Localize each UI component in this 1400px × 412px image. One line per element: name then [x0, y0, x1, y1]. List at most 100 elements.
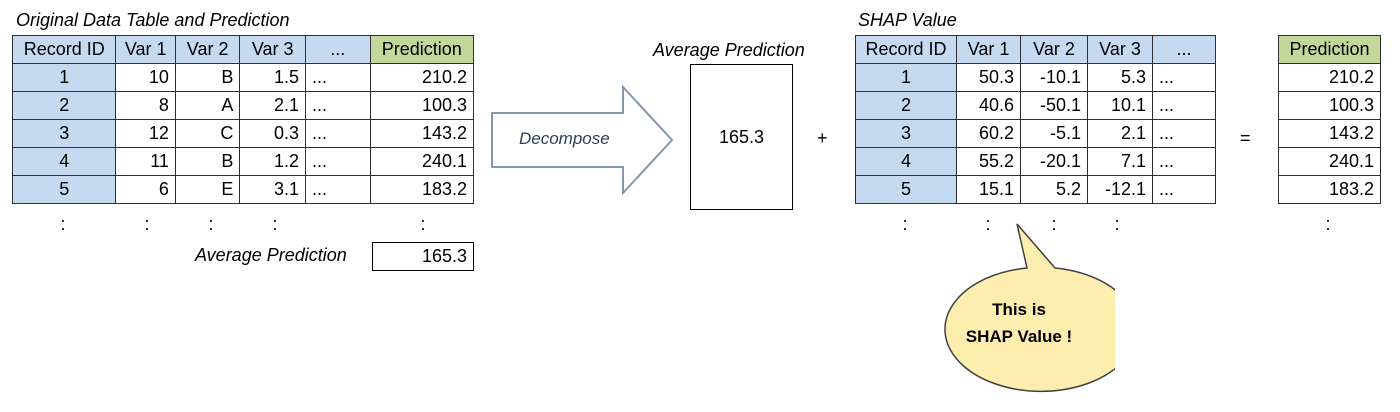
table-cell: 1.2 [239, 147, 306, 176]
table-cell: ... [304, 147, 371, 176]
column-header: Prediction [369, 35, 474, 64]
table-row: 3 60.2 -5.1 2.1... [855, 119, 1216, 148]
table-row: 2 8 A 2.1... 100.3 [11, 91, 474, 120]
table-header-row: Record ID Var 1 Var 2 Var 3... Prediction [11, 35, 474, 64]
final-prediction-table: Prediction 210.2 100.3 143.2 240.1 183.2 [1278, 35, 1381, 204]
shap-value-cell: 40.6 [956, 91, 1021, 120]
bubble-shape [944, 223, 1115, 393]
prediction-cell: 100.3 [1278, 91, 1381, 120]
continuation-dots: : [1325, 214, 1331, 234]
table-cell: C [174, 119, 241, 148]
arrow-shape [491, 85, 674, 195]
table-row: 5 15.1 5.2 -12.1... [855, 175, 1216, 204]
shap-value-table: Record ID Var 1 Var 2 Var 3... 1 50.3 -10.1 5.3… [855, 35, 1216, 204]
shap-value-cell: -50.1 [1020, 91, 1088, 120]
table-cell: ... [304, 63, 371, 92]
record-id-cell: 1 [855, 63, 957, 92]
table-cell: A [174, 91, 241, 120]
continuation-dots: : [1051, 214, 1057, 234]
table-cell: 143.2 [369, 119, 474, 148]
bubble-text: This is SHAP Value ! [940, 296, 1098, 350]
average-prediction-box-value: 165.3 [718, 127, 765, 147]
prediction-cell: 240.1 [1278, 147, 1381, 176]
table-row: 240.1 [1278, 147, 1381, 176]
average-prediction-box [690, 64, 793, 210]
shap-value-cell: 55.2 [956, 147, 1021, 176]
left-table-title: Original Data Table and Prediction [16, 10, 290, 30]
table-cell: ... [304, 91, 371, 120]
prediction-cell: 183.2 [1278, 175, 1381, 204]
table-row: 2 40.6 -50.1 10.1... [855, 91, 1216, 120]
table-row: 1 10 B 1.5... 210.2 [11, 63, 474, 92]
table-row: 3 12 C 0.3... 143.2 [11, 119, 474, 148]
record-id-cell: 4 [11, 147, 117, 176]
table-cell: 1.5 [239, 63, 306, 92]
shap-table-title: SHAP Value [858, 10, 957, 30]
shap-value-cell: ... [1152, 147, 1216, 176]
shap-value-cell: 60.2 [956, 119, 1021, 148]
table-cell: 240.1 [369, 147, 474, 176]
column-header: ... [304, 35, 371, 64]
table-cell: ... [304, 119, 371, 148]
record-id-cell: 1 [11, 63, 117, 92]
shap-value-cell: -5.1 [1020, 119, 1088, 148]
table-cell: 12 [115, 119, 176, 148]
equals-sign: = [1240, 128, 1251, 148]
average-prediction-title: Average Prediction [653, 40, 805, 60]
shap-value-cell: ... [1152, 91, 1216, 120]
table-cell: E [174, 175, 241, 204]
prediction-cell: 143.2 [1278, 119, 1381, 148]
table-cell: 183.2 [369, 175, 474, 204]
table-row: 143.2 [1278, 119, 1381, 148]
shap-value-cell: 10.1 [1087, 91, 1153, 120]
table-cell: B [174, 147, 241, 176]
column-header: Var 3 [239, 35, 306, 64]
shap-value-cell: ... [1152, 63, 1216, 92]
bubble-line-2: SHAP Value ! [965, 327, 1073, 346]
shap-value-cell: 2.1 [1087, 119, 1153, 148]
table-cell: ... [304, 175, 371, 204]
shap-value-cell: ... [1152, 119, 1216, 148]
column-header: ... [1152, 35, 1216, 64]
shap-value-cell: 5.2 [1020, 175, 1088, 204]
continuation-dots: : [420, 214, 426, 234]
table-cell: 0.3 [239, 119, 306, 148]
record-id-cell: 3 [11, 119, 117, 148]
table-cell: 6 [115, 175, 176, 204]
continuation-dots: : [208, 214, 214, 234]
record-id-cell: 3 [855, 119, 957, 148]
table-row: 100.3 [1278, 91, 1381, 120]
shap-value-cell: ... [1152, 175, 1216, 204]
column-header: Record ID [11, 35, 117, 64]
record-id-cell: 2 [855, 91, 957, 120]
column-header: Var 2 [174, 35, 241, 64]
continuation-dots: : [272, 214, 278, 234]
average-prediction-label: Average Prediction [195, 245, 347, 265]
record-id-cell: 5 [855, 175, 957, 204]
column-header: Record ID [855, 35, 957, 64]
record-id-cell: 4 [855, 147, 957, 176]
record-id-cell: 2 [11, 91, 117, 120]
table-row: 210.2 [1278, 63, 1381, 92]
table-cell: 8 [115, 91, 176, 120]
continuation-dots: : [144, 214, 150, 234]
table-cell: 3.1 [239, 175, 306, 204]
record-id-cell: 5 [11, 175, 117, 204]
continuation-dots: : [902, 214, 908, 234]
table-cell: 10 [115, 63, 176, 92]
plus-sign: + [817, 128, 828, 148]
table-cell: 100.3 [369, 91, 474, 120]
shap-value-cell: -12.1 [1087, 175, 1153, 204]
continuation-dots: : [985, 214, 991, 234]
shap-value-cell: 15.1 [956, 175, 1021, 204]
shap-value-cell: 7.1 [1087, 147, 1153, 176]
bubble-line-1: This is [992, 300, 1046, 319]
shap-value-cell: 50.3 [956, 63, 1021, 92]
average-prediction-value: 165.3 [372, 242, 474, 271]
table-row: 1 50.3 -10.1 5.3... [855, 63, 1216, 92]
prediction-cell: 210.2 [1278, 63, 1381, 92]
table-row: 4 55.2 -20.1 7.1... [855, 147, 1216, 176]
column-header: Var 2 [1020, 35, 1088, 64]
decompose-arrow [491, 85, 674, 195]
column-header: Var 3 [1087, 35, 1153, 64]
